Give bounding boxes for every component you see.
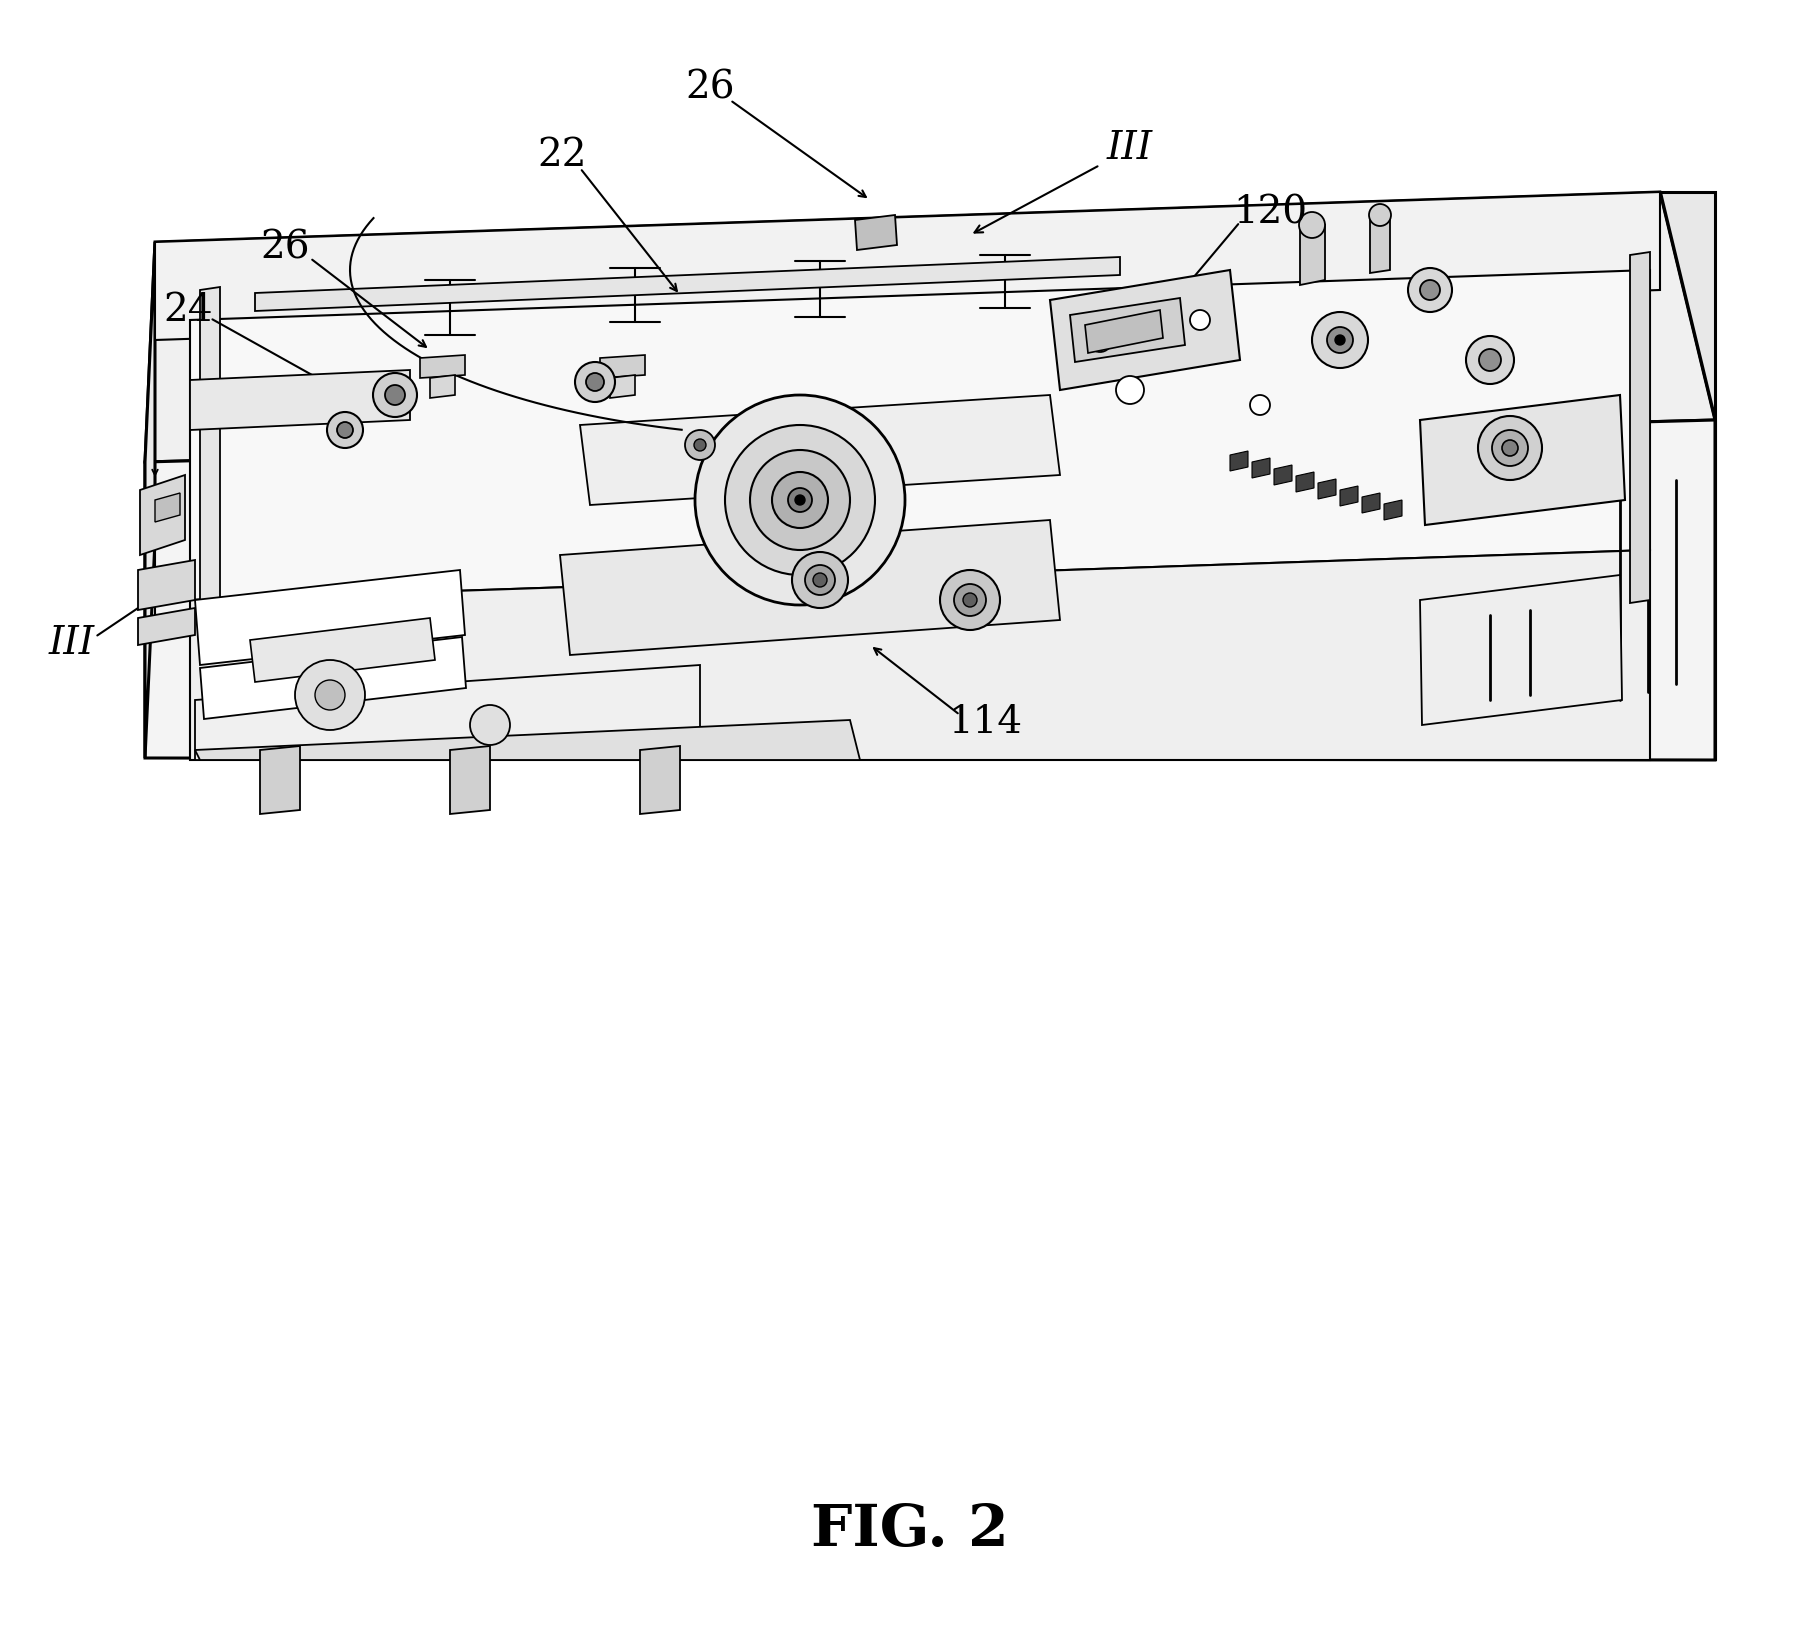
Circle shape (1492, 430, 1529, 465)
Circle shape (328, 412, 362, 447)
Polygon shape (1252, 457, 1270, 478)
Circle shape (788, 488, 812, 513)
Circle shape (1299, 212, 1325, 238)
Circle shape (1480, 350, 1501, 371)
Polygon shape (146, 420, 1714, 760)
Polygon shape (581, 395, 1059, 504)
Polygon shape (641, 747, 681, 814)
Circle shape (963, 592, 977, 607)
Circle shape (772, 472, 828, 529)
Circle shape (1327, 327, 1352, 353)
Circle shape (693, 439, 706, 451)
Text: III: III (49, 625, 95, 662)
Circle shape (373, 373, 417, 417)
Polygon shape (430, 374, 455, 399)
Circle shape (939, 569, 999, 630)
Polygon shape (200, 286, 220, 604)
Polygon shape (138, 608, 195, 644)
Circle shape (1369, 203, 1390, 226)
Polygon shape (195, 721, 861, 760)
Circle shape (792, 552, 848, 608)
Polygon shape (1296, 472, 1314, 491)
Circle shape (814, 573, 826, 587)
Circle shape (1478, 417, 1542, 480)
Polygon shape (1299, 225, 1325, 285)
Circle shape (1502, 439, 1518, 456)
Circle shape (470, 704, 510, 745)
Polygon shape (1050, 270, 1239, 390)
Polygon shape (1085, 311, 1163, 353)
Circle shape (386, 386, 406, 405)
Polygon shape (155, 493, 180, 522)
Polygon shape (195, 665, 701, 760)
Polygon shape (601, 355, 644, 377)
Polygon shape (855, 215, 897, 251)
Circle shape (1336, 335, 1345, 345)
Polygon shape (1660, 192, 1714, 760)
Circle shape (1409, 268, 1452, 312)
Circle shape (954, 584, 986, 617)
Polygon shape (1383, 499, 1401, 521)
Circle shape (295, 661, 366, 731)
Circle shape (695, 395, 905, 605)
Circle shape (575, 361, 615, 402)
Circle shape (804, 565, 835, 595)
Text: 24: 24 (164, 291, 213, 329)
Text: III: III (1107, 130, 1154, 166)
Polygon shape (450, 747, 490, 814)
Polygon shape (146, 242, 155, 758)
Polygon shape (155, 192, 1660, 340)
Polygon shape (249, 618, 435, 682)
Text: 120: 120 (1232, 195, 1307, 231)
Polygon shape (255, 257, 1119, 311)
Circle shape (1312, 312, 1369, 368)
Circle shape (1250, 395, 1270, 415)
Text: 22: 22 (537, 137, 586, 174)
Polygon shape (200, 638, 466, 719)
Text: 26: 26 (260, 229, 309, 267)
Circle shape (1116, 376, 1145, 403)
Text: FIG. 2: FIG. 2 (812, 1502, 1008, 1559)
Polygon shape (1070, 298, 1185, 361)
Polygon shape (1631, 252, 1651, 604)
Polygon shape (1370, 215, 1390, 273)
Polygon shape (140, 475, 186, 555)
Polygon shape (146, 192, 1714, 462)
Polygon shape (1340, 486, 1358, 506)
Circle shape (684, 430, 715, 460)
Polygon shape (189, 369, 410, 430)
Polygon shape (189, 550, 1651, 760)
Polygon shape (189, 270, 1651, 600)
Polygon shape (1420, 395, 1625, 526)
Circle shape (1190, 311, 1210, 330)
Polygon shape (1420, 574, 1622, 726)
Circle shape (795, 495, 804, 504)
Polygon shape (195, 569, 464, 665)
Polygon shape (561, 521, 1059, 656)
Polygon shape (1230, 451, 1249, 470)
Text: 26: 26 (686, 70, 735, 106)
Polygon shape (1318, 478, 1336, 499)
Polygon shape (1274, 465, 1292, 485)
Polygon shape (1361, 493, 1380, 513)
Circle shape (1420, 280, 1440, 299)
Circle shape (586, 373, 604, 390)
Circle shape (337, 421, 353, 438)
Polygon shape (420, 355, 464, 377)
Polygon shape (138, 560, 195, 610)
Circle shape (315, 680, 346, 709)
Circle shape (724, 425, 875, 574)
Text: 114: 114 (948, 703, 1023, 740)
Polygon shape (260, 747, 300, 814)
Polygon shape (610, 374, 635, 399)
Circle shape (1465, 337, 1514, 384)
Circle shape (750, 451, 850, 550)
Circle shape (1088, 329, 1112, 351)
